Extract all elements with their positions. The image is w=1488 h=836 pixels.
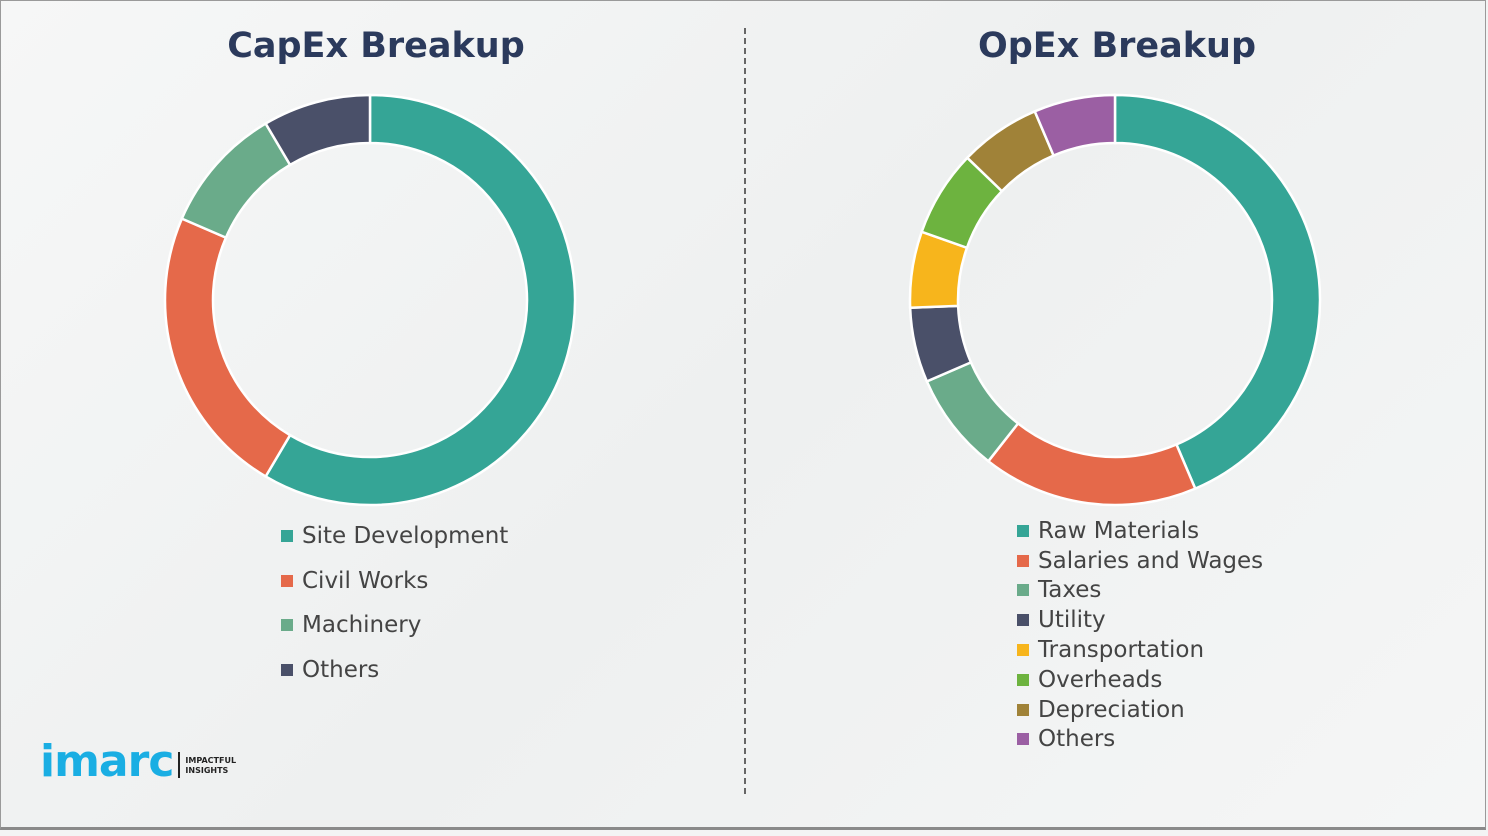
legend-label: Others [302,656,380,683]
legend-item: Civil Works [281,559,508,604]
legend-swatch [281,663,293,676]
legend-label: Others [1038,726,1116,753]
donut-slice-salaries-and-wages [986,421,1197,507]
legend-swatch [1017,733,1029,746]
legend-label: Utility [1038,607,1106,634]
legend-swatch [1017,614,1029,627]
legend-item: Depreciation [1017,695,1263,725]
opex-legend: Raw Materials Salaries and Wages Taxes Util… [1017,516,1263,754]
legend-item: Others [281,648,508,693]
logo-tagline: IMPACTFUL INSIGHTS [185,756,237,775]
legend-label: Taxes [1038,577,1102,604]
legend-label: Salaries and Wages [1038,547,1264,574]
legend-label: Civil Works [302,567,429,594]
donut-slice-machinery [180,121,292,240]
donut-slice-others [1033,93,1117,158]
legend-item: Utility [1017,605,1263,635]
capex-title: CapEx Breakup [227,26,525,66]
legend-item: Others [1017,725,1263,755]
legend-swatch [1017,554,1029,567]
legend-label: Raw Materials [1038,517,1200,544]
capex-legend: Site Development Civil Works Machinery Othe… [281,514,508,692]
legend-swatch [281,619,293,632]
legend-item: Transportation [1017,635,1263,665]
legend-swatch [1017,584,1029,597]
donut-slice-site-development [263,93,577,507]
legend-swatch [1017,524,1029,537]
logo-word: imarc [40,736,174,787]
legend-item: Raw Materials [1017,516,1263,546]
legend-item: Salaries and Wages [1017,546,1263,576]
legend-label: Depreciation [1038,696,1185,723]
legend-swatch [1017,644,1029,657]
legend-item: Overheads [1017,665,1263,695]
donut-slice-others [263,93,372,167]
divider [744,28,746,794]
legend-swatch [1017,703,1029,716]
legend-swatch [1017,673,1029,686]
legend-label: Transportation [1038,637,1205,664]
legend-swatch [281,530,293,543]
imarc-logo: imarc IMPACTFUL INSIGHTS [40,740,236,784]
legend-item: Machinery [281,603,508,648]
legend-label: Overheads [1038,666,1163,693]
legend-item: Taxes [1017,576,1263,606]
donut-slice-raw-materials [1113,93,1322,491]
opex-title: OpEx Breakup [977,26,1257,66]
legend-swatch [281,574,293,587]
legend-item: Site Development [281,514,508,559]
legend-label: Site Development [302,523,509,550]
logo-divider [178,752,181,778]
legend-label: Machinery [302,612,422,639]
donut-slice-civil-works [163,216,292,479]
